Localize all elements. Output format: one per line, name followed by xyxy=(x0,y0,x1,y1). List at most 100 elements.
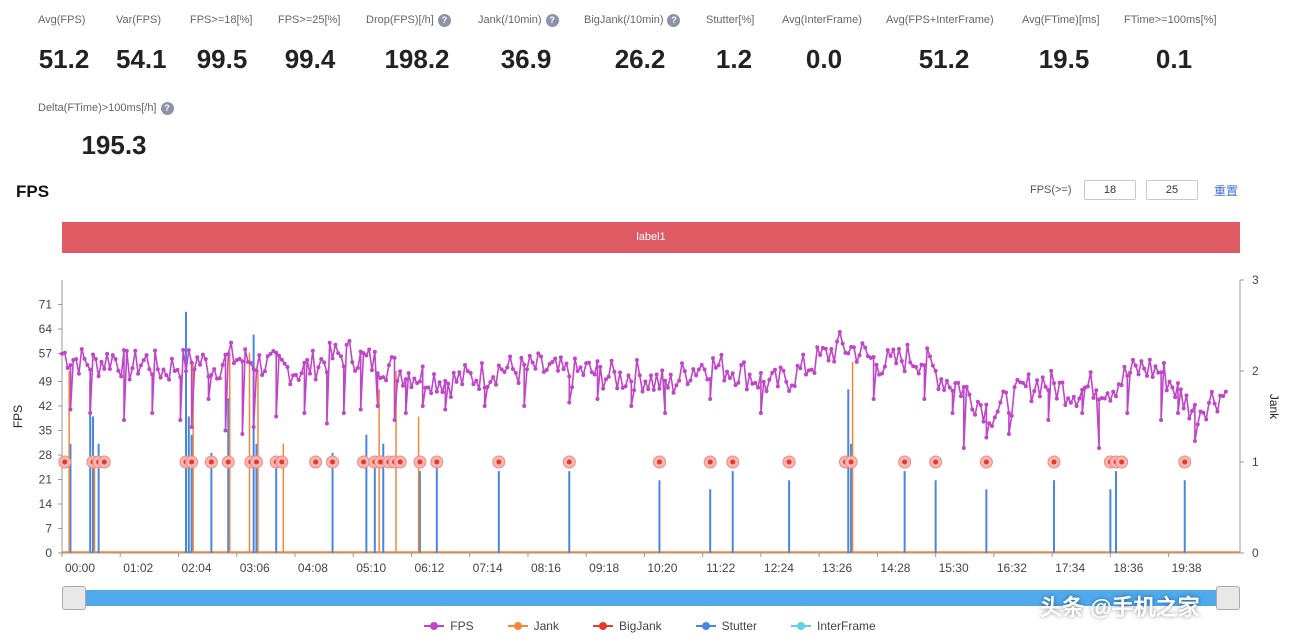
fps-chart: 0 7 14 21 28 35 42 49 57 64 71 0 1 2 3 00:00 01:02 02:04 0… xyxy=(11,273,1281,575)
help-icon[interactable]: ? xyxy=(667,13,681,27)
metric-label: Avg(FPS+InterFrame) xyxy=(886,12,1002,28)
fps-point xyxy=(341,411,346,415)
fps-point xyxy=(812,370,817,375)
x-tick-label: 03:06 xyxy=(240,561,270,575)
fps-point xyxy=(305,358,310,363)
fps-point xyxy=(1060,380,1065,385)
y2-tick-label: 1 xyxy=(1252,455,1259,469)
fps-point xyxy=(471,382,476,387)
x-tick-label: 12:24 xyxy=(764,561,794,575)
fps-point xyxy=(1102,396,1107,401)
fps-point xyxy=(74,357,79,362)
fps-point xyxy=(950,388,955,393)
fps-point xyxy=(364,353,369,358)
bigjank-marker xyxy=(62,459,68,465)
fps-point xyxy=(1153,364,1158,369)
zoom-slider-handle-left[interactable] xyxy=(62,586,86,610)
fps-point xyxy=(984,402,989,407)
fps-point xyxy=(572,356,577,361)
fps-point xyxy=(533,366,538,371)
legend-item-bigjank[interactable]: BigJank xyxy=(592,619,662,633)
fps-point xyxy=(525,367,529,372)
fps-point xyxy=(1187,416,1192,421)
fps-point xyxy=(336,351,341,356)
fps-point xyxy=(680,361,684,366)
fps-point xyxy=(164,373,169,378)
legend-item-fps[interactable]: FPS xyxy=(424,619,474,633)
fps-point xyxy=(420,404,425,408)
fps-point xyxy=(1178,387,1183,392)
metric-value: 195.3 xyxy=(81,130,147,160)
fps-point xyxy=(671,390,676,395)
metric-value: 0.0 xyxy=(805,44,843,74)
fps-point xyxy=(685,382,690,387)
bigjank-marker xyxy=(983,459,989,465)
bigjank-marker xyxy=(253,459,259,465)
fps-point xyxy=(758,411,763,415)
fps-point xyxy=(665,385,670,390)
fps-point xyxy=(691,367,696,372)
fps-threshold-input-high[interactable] xyxy=(1146,180,1198,200)
fps-point xyxy=(68,407,73,412)
fps-point xyxy=(589,370,594,375)
fps-point xyxy=(479,361,484,366)
fps-point xyxy=(646,387,651,392)
fps-point xyxy=(846,351,851,356)
legend-label: BigJank xyxy=(618,619,662,633)
fps-point xyxy=(547,362,552,367)
fps-point xyxy=(950,411,955,415)
help-icon[interactable]: ? xyxy=(160,101,174,115)
metric-label: Drop(FPS)[/h]? xyxy=(366,12,468,28)
y2-axis-title: Jank xyxy=(1267,394,1281,420)
legend-item-stutter[interactable]: Stutter xyxy=(695,619,757,633)
bigjank-marker xyxy=(208,459,214,465)
fps-point xyxy=(603,377,608,382)
fps-point xyxy=(401,383,405,388)
legend-item-jank[interactable]: Jank xyxy=(507,619,559,633)
metric-value: 54.1 xyxy=(116,44,167,74)
fps-point xyxy=(606,374,611,379)
metric-label: Delta(FTime)>100ms[/h]? xyxy=(38,100,190,116)
fps-point xyxy=(319,356,324,361)
fps-point xyxy=(446,381,451,386)
fps-point xyxy=(730,371,735,376)
bigjank-marker xyxy=(730,459,736,465)
fps-point xyxy=(711,356,715,361)
bigjank-marker xyxy=(1119,459,1125,465)
fps-point xyxy=(863,345,868,350)
help-icon[interactable]: ? xyxy=(437,13,451,27)
fps-point xyxy=(753,380,758,385)
x-tick-label: 16:32 xyxy=(997,561,1027,575)
fps-point xyxy=(229,340,234,345)
help-icon[interactable]: ? xyxy=(545,13,559,27)
metric-label-text: FPS>=25[%] xyxy=(278,14,341,26)
zoom-slider-handle-right[interactable] xyxy=(1216,586,1240,610)
fps-point xyxy=(885,348,890,353)
fps-point xyxy=(1184,393,1189,398)
legend-swatch xyxy=(424,621,445,631)
fps-point xyxy=(871,355,876,360)
legend-item-interframe[interactable]: InterFrame xyxy=(791,619,876,633)
fps-point xyxy=(882,364,887,369)
metric-value: 36.9 xyxy=(500,44,552,74)
fps-point xyxy=(282,361,287,366)
fps-point xyxy=(961,384,966,389)
fps-point xyxy=(1221,394,1226,399)
fps-point xyxy=(406,371,411,376)
fps-point xyxy=(102,366,107,371)
zoom-slider-track[interactable] xyxy=(62,590,1240,606)
fps-threshold-input-low[interactable] xyxy=(1084,180,1136,200)
fps-point xyxy=(65,365,70,370)
bigjank-marker xyxy=(656,459,662,465)
reset-button[interactable]: 重置 xyxy=(1214,184,1239,198)
fps-point xyxy=(257,353,262,358)
fps-point xyxy=(1091,395,1096,400)
fps-point xyxy=(587,360,591,365)
fps-point xyxy=(1125,411,1130,415)
fps-point xyxy=(1006,432,1011,436)
metric-label: Avg(FPS) xyxy=(38,12,90,28)
fps-point xyxy=(694,373,699,378)
fps-point xyxy=(271,348,276,353)
fps-point xyxy=(733,383,738,388)
fps-point xyxy=(612,369,617,374)
